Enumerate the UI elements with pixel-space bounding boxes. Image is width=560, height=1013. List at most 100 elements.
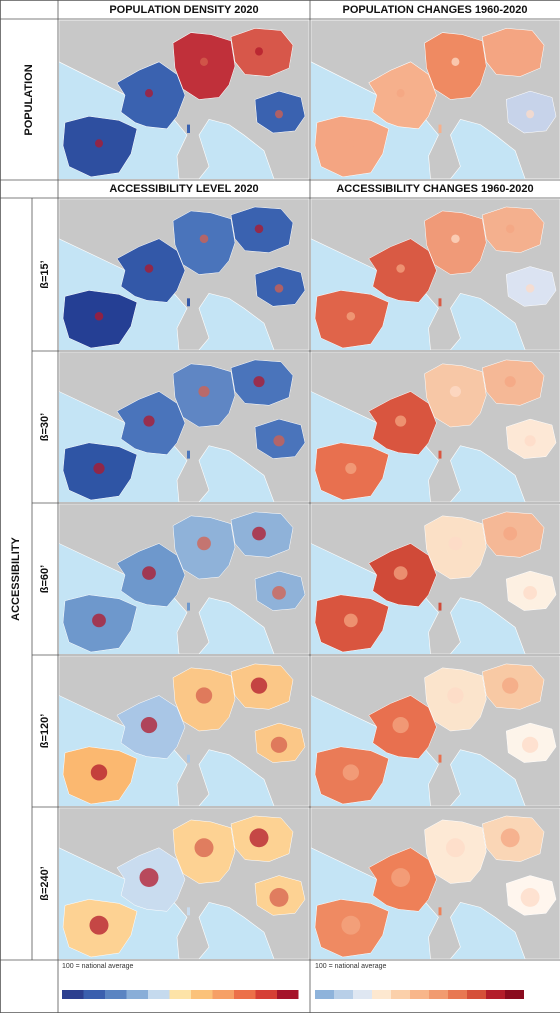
hotspot: [505, 376, 516, 387]
island: [438, 907, 441, 915]
hotspot: [92, 614, 106, 628]
hotspot: [143, 416, 154, 427]
hotspot: [275, 110, 283, 118]
legend-swatch: [505, 990, 524, 999]
legend-swatch: [191, 990, 213, 999]
legend-swatch: [234, 990, 256, 999]
map: [311, 199, 560, 350]
hotspot: [344, 614, 358, 628]
hotspot: [522, 737, 538, 753]
hotspot: [91, 764, 107, 780]
map: [59, 808, 309, 959]
legend-swatch: [148, 990, 170, 999]
legend-swatch: [213, 990, 235, 999]
hotspot: [251, 678, 267, 694]
island: [187, 451, 190, 459]
hotspot: [525, 435, 536, 446]
hotspot: [343, 764, 359, 780]
map: [59, 352, 309, 502]
hotspot: [272, 586, 286, 600]
legend-swatch: [62, 990, 84, 999]
hotspot: [451, 58, 459, 66]
legend-swatch: [84, 990, 106, 999]
hotspot: [90, 916, 109, 935]
legend-swatch: [105, 990, 127, 999]
group-label: ACCESSIBILITY: [10, 536, 22, 620]
column-header: ACCESSIBILITY CHANGES 1960-2020: [336, 183, 533, 195]
hotspot: [145, 264, 154, 273]
hotspot: [449, 537, 463, 551]
island: [438, 451, 441, 459]
legend-swatch: [448, 990, 467, 999]
hotspot: [273, 435, 284, 446]
legend-swatch: [277, 990, 299, 999]
hotspot: [526, 284, 535, 293]
hotspot: [502, 678, 518, 694]
hotspot: [200, 58, 208, 66]
hotspot: [198, 386, 209, 397]
map: [311, 504, 560, 654]
map: [311, 808, 560, 959]
legend-swatch: [486, 990, 505, 999]
island: [187, 755, 190, 763]
map: [59, 199, 309, 350]
column-header: POPULATION CHANGES 1960-2020: [342, 4, 527, 16]
hotspot: [506, 225, 515, 234]
hotspot: [503, 527, 517, 541]
hotspot: [142, 566, 156, 580]
legend-swatch: [467, 990, 486, 999]
hotspot: [394, 566, 408, 580]
hotspot: [255, 47, 263, 55]
island: [187, 907, 190, 915]
legend-swatch: [256, 990, 278, 999]
legend-swatch: [315, 990, 334, 999]
legend-swatch: [334, 990, 353, 999]
hotspot: [93, 463, 104, 474]
hotspot: [506, 47, 514, 55]
hotspot: [196, 687, 212, 703]
island: [438, 298, 441, 306]
map: [59, 504, 309, 654]
hotspot: [446, 838, 465, 857]
hotspot: [392, 717, 408, 733]
hotspot: [195, 838, 214, 857]
hotspot: [347, 139, 355, 147]
hotspot: [523, 586, 537, 600]
hotspot: [397, 89, 405, 97]
row-label: ß=120’: [39, 714, 51, 749]
hotspot: [347, 312, 356, 321]
legend-swatch: [353, 990, 372, 999]
figure: POPULATION DENSITY 2020 POPULATION CHANG…: [0, 0, 560, 1013]
row-label: ß=30’: [39, 413, 51, 441]
hotspot: [345, 463, 356, 474]
hotspot: [501, 828, 520, 847]
legend-swatch: [410, 990, 429, 999]
legend-note: 100 = national average: [315, 963, 387, 970]
legend-swatch: [429, 990, 448, 999]
hotspot: [275, 284, 284, 293]
row-label: ß=240’: [39, 866, 51, 901]
map: [59, 20, 309, 179]
hotspot: [447, 687, 463, 703]
hotspot: [197, 537, 211, 551]
hotspot: [341, 916, 360, 935]
legend-swatch: [391, 990, 410, 999]
hotspot: [200, 234, 209, 243]
map: [311, 20, 560, 179]
island: [438, 125, 441, 133]
row-label: ß=15’: [39, 260, 51, 288]
hotspot: [270, 888, 289, 907]
hotspot: [95, 139, 103, 147]
legend-swatch: [127, 990, 149, 999]
hotspot: [395, 416, 406, 427]
hotspot: [140, 868, 159, 887]
island: [187, 125, 190, 133]
hotspot: [253, 376, 264, 387]
hotspot: [145, 89, 153, 97]
hotspot: [396, 264, 405, 273]
island: [438, 603, 441, 611]
legend-swatch: [170, 990, 192, 999]
legend-swatch: [372, 990, 391, 999]
island: [187, 603, 190, 611]
column-header: POPULATION DENSITY 2020: [109, 4, 258, 16]
